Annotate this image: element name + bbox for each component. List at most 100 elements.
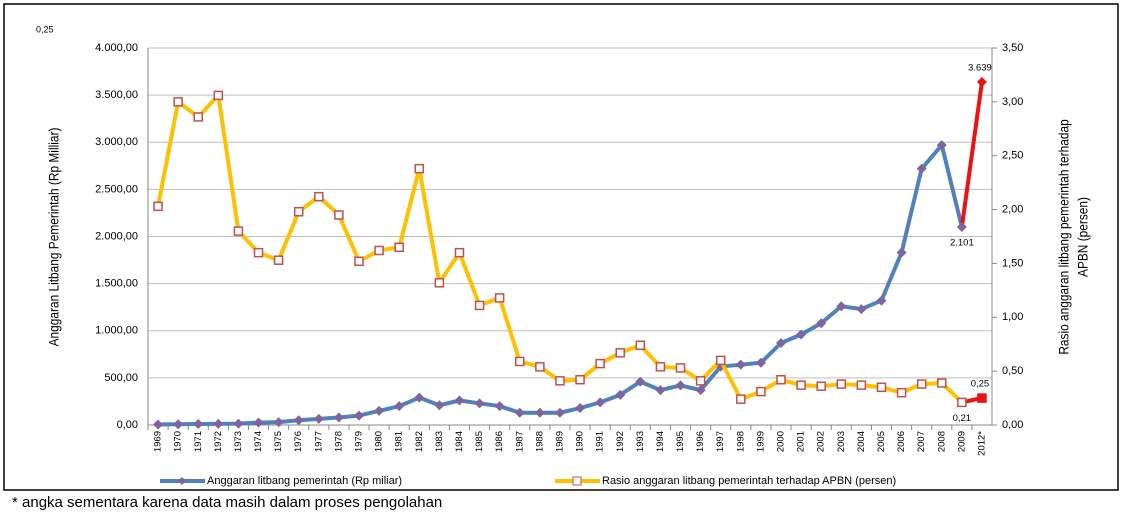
- y2-tick-label: 1,50: [1002, 257, 1023, 269]
- point: [836, 301, 847, 312]
- x-tick-label: 2000: [776, 431, 787, 452]
- point: [434, 400, 445, 411]
- point: [836, 379, 847, 389]
- x-tick-label: 1983: [434, 431, 445, 452]
- y2-axis-title: APBN (persen): [1075, 197, 1091, 277]
- x-tick-label: 1970: [173, 431, 184, 452]
- point: [936, 140, 947, 151]
- point: [796, 380, 806, 390]
- data-label: 0,21: [953, 413, 972, 424]
- y-tick-label: 3.000,00: [95, 136, 138, 148]
- legend-label: Anggaran litbang pemerintah (Rp miliar): [207, 475, 402, 487]
- x-tick-label: 1982: [414, 431, 425, 452]
- point: [655, 385, 666, 396]
- x-tick-label: 1998: [735, 431, 746, 452]
- point: [535, 362, 545, 372]
- legend-label: Rasio anggaran litbang pemerintah terhad…: [602, 475, 896, 487]
- point: [233, 226, 244, 236]
- frame: [3, 3, 1119, 491]
- point: [293, 206, 304, 217]
- point: [675, 380, 686, 391]
- point: [816, 318, 827, 329]
- footnote: * angka sementara karena data masih dala…: [12, 494, 442, 511]
- x-tick-label: 1988: [534, 431, 545, 452]
- point: [876, 382, 887, 393]
- point: [615, 389, 626, 400]
- x-tick-label: 2006: [896, 431, 907, 452]
- point: [595, 358, 605, 369]
- x-tick-label: 1997: [715, 431, 726, 452]
- y-tick-label: 500,00: [104, 372, 138, 384]
- y-tick-label: 4.000,00: [95, 42, 138, 54]
- x-tick-label: 1975: [273, 431, 284, 452]
- legend-marker: [178, 477, 186, 485]
- x-tick-label: 1980: [374, 431, 385, 452]
- point: [414, 392, 425, 403]
- data-label: 2.101: [950, 237, 974, 248]
- point: [293, 415, 304, 426]
- x-tick-label: 1974: [253, 431, 264, 452]
- y2-tick-label: 1,00: [1002, 311, 1023, 323]
- point: [233, 418, 244, 429]
- x-tick-label: 2005: [876, 431, 887, 452]
- point: [776, 375, 786, 385]
- x-tick-label: 2012*: [976, 431, 987, 456]
- y-tick-label: 1.000,00: [95, 325, 138, 337]
- x-tick-label: 1973: [233, 431, 244, 452]
- point: [876, 295, 887, 306]
- y-axis-title: Anggaran Litbang Pemerintah (Rp Milliar): [46, 128, 62, 347]
- point: [856, 380, 867, 390]
- x-tick-label: 1995: [675, 431, 686, 452]
- x-tick-label: 1976: [293, 431, 304, 452]
- point: [173, 97, 183, 107]
- x-tick-label: 1994: [655, 431, 666, 452]
- point: [655, 362, 666, 372]
- point: [554, 407, 565, 418]
- x-tick-label: 1972: [213, 431, 224, 452]
- point: [454, 247, 465, 258]
- point: [816, 381, 826, 391]
- y-tick-label: 2.000,00: [95, 230, 138, 242]
- point: [474, 398, 485, 409]
- x-tick-label: 1992: [615, 431, 626, 452]
- x-tick-label: 2002: [816, 431, 827, 452]
- point: [957, 397, 967, 408]
- point: [735, 359, 746, 370]
- point: [434, 278, 445, 288]
- y2-axis-title: Rasio anggaran litbang pemerintah terhad…: [1056, 119, 1072, 354]
- point: [916, 379, 927, 389]
- point: [776, 338, 786, 349]
- point: [374, 245, 384, 256]
- point: [896, 247, 907, 258]
- point: [736, 394, 746, 404]
- x-tick-label: 1996: [695, 431, 706, 452]
- point: [333, 412, 344, 423]
- y-tick-label: 2.500,00: [95, 183, 138, 195]
- point: [374, 405, 385, 416]
- x-tick-label: 2009: [956, 431, 967, 452]
- point: [253, 417, 264, 428]
- x-tick-label: 1987: [514, 431, 525, 452]
- x-tick-label: 2007: [916, 431, 927, 452]
- point: [695, 385, 706, 396]
- x-tick-label: 1977: [313, 431, 324, 452]
- point: [313, 413, 324, 424]
- y2-tick-label: 3,50: [1002, 42, 1023, 54]
- point: [575, 403, 586, 414]
- point: [394, 242, 404, 253]
- point: [354, 410, 364, 421]
- x-tick-label: 1986: [494, 431, 505, 452]
- point: [474, 300, 485, 311]
- legend-marker: [572, 476, 582, 486]
- point: [715, 355, 726, 366]
- point: [555, 376, 565, 386]
- point: [153, 419, 164, 430]
- x-tick-label: 1984: [454, 431, 465, 452]
- point: [454, 395, 465, 406]
- point: [916, 163, 927, 174]
- point: [173, 419, 184, 430]
- point: [856, 304, 867, 315]
- point: [153, 201, 163, 212]
